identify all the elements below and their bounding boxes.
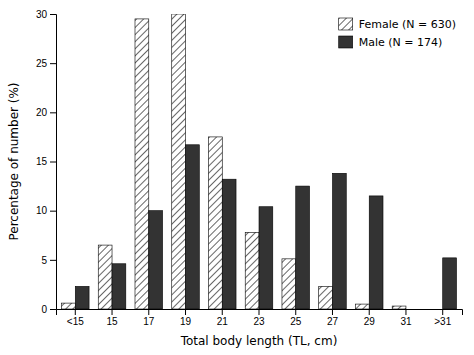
y-tick: 0 — [41, 304, 56, 315]
legend-item: Female (N = 630) — [339, 18, 456, 31]
x-tick-mark — [295, 309, 296, 315]
bar — [186, 145, 200, 309]
x-tick-mark — [148, 309, 149, 315]
x-tick-label: 31 — [400, 316, 412, 327]
bar — [245, 232, 259, 309]
x-tick-mark — [222, 309, 223, 315]
bar — [392, 306, 406, 309]
bar — [443, 258, 457, 309]
x-tick: 17 — [143, 309, 155, 327]
x-axis-line — [57, 310, 463, 316]
y-tick: 30 — [36, 9, 56, 20]
x-tick: 23 — [253, 309, 265, 327]
x-tick: <15 — [67, 309, 84, 327]
bar — [62, 303, 76, 309]
bar — [332, 173, 346, 309]
y-axis-line — [50, 15, 57, 310]
bar — [112, 264, 126, 309]
bar — [149, 211, 163, 309]
bar — [369, 196, 383, 309]
bar — [259, 207, 273, 309]
y-tick-label: 30 — [36, 9, 48, 20]
legend: Female (N = 630) Male (N = 174) — [339, 18, 456, 49]
bar — [222, 179, 236, 309]
plot: <15 15 17 19 21 23 25 27 29 31 >31 0 5 10 15 20 25 30 Tota… — [7, 9, 463, 348]
bar — [282, 259, 296, 309]
bars — [62, 14, 457, 309]
legend-label: Male (N = 174) — [359, 36, 443, 49]
bar — [319, 286, 333, 309]
x-tick: 31 — [400, 309, 412, 327]
bar — [98, 245, 112, 309]
bar — [208, 137, 222, 309]
legend-label: Female (N = 630) — [359, 18, 456, 31]
y-tick-label: 20 — [36, 107, 48, 118]
x-tick-label: 17 — [143, 316, 155, 327]
bar — [75, 286, 89, 309]
x-tick-mark — [369, 309, 370, 315]
x-tick-mark — [442, 309, 443, 315]
x-axis-title: Total body length (TL, cm) — [180, 334, 338, 348]
x-tick-label: >31 — [434, 316, 451, 327]
bar — [296, 186, 310, 309]
x-tick: >31 — [434, 309, 451, 327]
y-axis-title: Percentage of number (%) — [7, 82, 21, 240]
x-tick-label: 21 — [217, 316, 229, 327]
chart: <15 15 17 19 21 23 25 27 29 31 >31 0 5 10 15 20 25 30 Tota… — [0, 0, 474, 355]
y-tick: 25 — [36, 58, 56, 69]
x-tick: 19 — [180, 309, 192, 327]
x-tick: 15 — [106, 309, 118, 327]
x-tick-mark — [259, 309, 260, 315]
x-tick-label: 27 — [327, 316, 339, 327]
y-tick: 20 — [36, 107, 56, 118]
x-tick: 25 — [290, 309, 302, 327]
legend-item: Male (N = 174) — [339, 36, 443, 49]
x-tick: 29 — [364, 309, 376, 327]
y-tick: 15 — [36, 156, 56, 167]
x-tick-mark — [405, 309, 406, 315]
x-tick-mark — [112, 309, 113, 315]
x-tick-mark — [75, 309, 76, 315]
x-tick-label: <15 — [67, 316, 84, 327]
y-tick-label: 5 — [41, 255, 47, 266]
y-tick-label: 25 — [36, 58, 48, 69]
y-tick: 5 — [41, 255, 56, 266]
y-tick-mark — [50, 14, 56, 15]
y-axis: 0 5 10 15 20 25 30 — [36, 9, 57, 315]
x-tick-mark — [332, 309, 333, 315]
x-tick-mark — [185, 309, 186, 315]
x-tick: 27 — [327, 309, 339, 327]
bar — [355, 304, 369, 309]
legend-swatch — [339, 36, 353, 48]
x-tick: 21 — [217, 309, 229, 327]
x-tick-label: 19 — [180, 316, 192, 327]
bar — [429, 309, 443, 310]
y-tick-mark — [50, 162, 56, 163]
y-tick-label: 0 — [41, 304, 47, 315]
y-tick-mark — [50, 260, 56, 261]
legend-swatch — [339, 18, 353, 30]
y-tick-mark — [50, 309, 56, 310]
x-tick-label: 25 — [290, 316, 302, 327]
y-tick-label: 15 — [36, 156, 48, 167]
x-axis: <15 15 17 19 21 23 25 27 29 31 >31 — [57, 309, 463, 327]
y-tick-mark — [50, 63, 56, 64]
y-tick-label: 10 — [36, 205, 48, 216]
bar — [172, 14, 186, 309]
y-tick-mark — [50, 112, 56, 113]
x-tick-label: 29 — [364, 316, 376, 327]
y-tick-mark — [50, 211, 56, 212]
x-tick-label: 15 — [106, 316, 118, 327]
bar — [406, 309, 420, 310]
y-tick: 10 — [36, 205, 56, 216]
x-tick-label: 23 — [253, 316, 265, 327]
bar — [135, 19, 149, 309]
